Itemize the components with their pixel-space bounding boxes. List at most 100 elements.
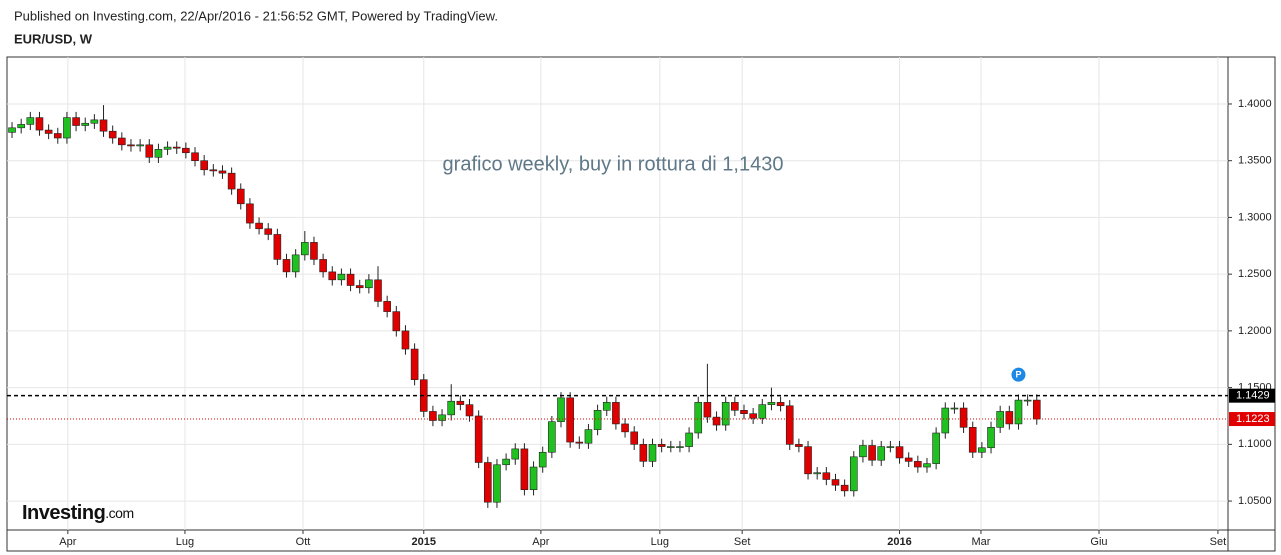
candle-body [264,228,273,235]
candle-body [191,152,199,161]
candle-body [44,129,53,134]
logo-name: Investing [22,502,105,524]
candle-body [612,402,620,425]
candle-body [310,242,318,260]
candle-body [621,423,629,433]
x-tick-label: Apr [532,536,549,548]
marker-label: P [1015,370,1021,380]
candle-body [795,444,803,447]
candle-body [987,427,995,449]
candle-body [666,446,675,448]
candle-body [374,279,382,302]
candle-body [163,146,172,150]
candle-body [365,279,373,289]
candle-body [767,402,776,405]
candle-body [648,444,657,462]
candle-body [511,448,520,460]
logo-suffix: .com [105,505,133,521]
candle-body [282,259,291,273]
candle-body [840,484,849,492]
y-tick-label: 1.0500 [1238,495,1272,507]
y-tick-label: 1.3000 [1238,211,1272,223]
candle-body [273,234,282,260]
candle-body [529,466,538,491]
candle-body [118,137,126,146]
candle-body [1005,411,1014,425]
candle-body [392,311,401,332]
candle-body [593,410,602,430]
candle-body [950,407,959,410]
candle-body [227,172,236,190]
candle-body [584,429,593,444]
candle-body [895,446,904,459]
candle-body [401,330,410,350]
x-tick-label: Apr [59,536,76,548]
y-tick-label: 1.3500 [1238,155,1272,167]
candle-body [694,402,703,434]
candle-body [804,446,812,475]
candle-body [822,472,831,480]
candle-body [53,133,62,139]
candle-body [484,462,492,503]
candle-body [438,414,446,421]
candle-body [712,416,721,426]
price-label-box [1229,388,1275,403]
candle-body [978,447,986,453]
candle-body [959,407,968,428]
candle-body [383,301,391,312]
x-tick-label: Set [734,536,751,548]
candle-body [182,147,190,154]
candle-body [493,464,501,503]
candle-body [465,404,474,417]
candle-body [813,472,821,475]
candle-body [456,400,465,405]
candle-body [831,479,840,486]
candle-body [886,446,895,448]
candle-body [328,271,337,281]
candle-body [35,117,44,131]
candle-body [319,259,327,273]
candle-body [108,130,117,139]
candle-body [639,444,648,462]
logo: Investing.com [22,502,134,524]
x-tick-label: Set [1210,536,1227,548]
candle-body [538,451,547,468]
candle-body [246,203,254,224]
candle-body [145,144,154,158]
x-tick-label: 2015 [412,536,436,548]
candle-body [1014,399,1023,425]
candle-body [758,404,767,419]
candle-body [868,445,876,461]
candle-body [630,431,638,445]
candle-body [8,127,16,133]
frame [6,56,1276,552]
x-tick-label: Lug [176,536,194,548]
candle-body [291,254,300,273]
annotation: grafico weekly, buy in rottura di 1,1430 [443,153,784,175]
candle-body [410,348,419,380]
candle-body [337,273,346,281]
candle-body [63,117,71,139]
candle-body [904,457,913,462]
y-tick-label: 1.4000 [1238,98,1272,110]
candle-body [849,456,858,492]
candle-body [136,144,144,147]
candle-body [914,461,922,468]
candle-body [740,410,748,415]
marker [1011,367,1026,382]
candle-body [657,444,666,447]
candle-body [721,402,730,426]
candle-body [154,149,163,158]
candle-body [355,285,364,289]
candle-body [932,432,940,464]
candle-body [255,222,263,230]
price-label-box [1229,412,1275,427]
x-tick-label: Lug [651,536,669,548]
candle-body [1032,399,1041,420]
candle-body [236,188,245,205]
candle-body [941,407,950,434]
candle-body [548,421,556,453]
candle-body [346,273,355,286]
